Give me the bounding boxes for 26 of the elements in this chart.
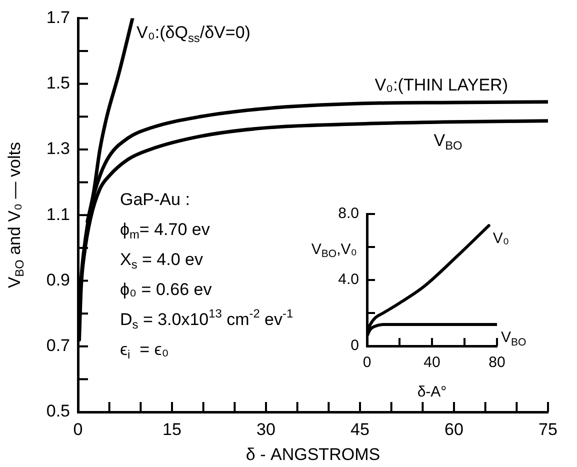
y-tick-label: 8.0 [338, 205, 359, 222]
x-tick-label: 45 [350, 420, 370, 439]
y-tick-label: 0.7 [46, 336, 70, 356]
y-tick-label: 0.9 [46, 270, 70, 290]
y-tick-label: 0 [350, 337, 359, 354]
series-label: V₀:(THIN LAYER) [374, 75, 508, 94]
y-axis-title: VBO and V₀ — volts [4, 142, 27, 288]
y-tick-label: 1.7 [46, 8, 70, 27]
y-tick-label: 4.0 [338, 271, 359, 288]
x-tick-label: 30 [256, 420, 276, 439]
y-tick-label: 1.3 [46, 139, 70, 158]
x-tick-label: 40 [424, 354, 440, 372]
annotation: ϕ₀ = 0.66 ev [120, 280, 212, 299]
y-tick-label: 0.5 [46, 402, 70, 421]
x-axis-title: δ-A° [417, 384, 447, 401]
annotation: GaP-Au : [120, 190, 190, 209]
x-tick-label: 75 [538, 420, 558, 439]
x-tick-label: 60 [444, 420, 464, 439]
y-tick-label: 1.1 [46, 204, 70, 224]
x-axis-title: δ - ANGSTROMS [246, 444, 380, 464]
y-tick-label: 1.5 [46, 74, 70, 93]
x-tick-label: 80 [488, 354, 506, 372]
series-label: V₀ [492, 230, 510, 248]
x-tick-label: 15 [162, 420, 182, 439]
x-tick-label: 0 [73, 420, 83, 439]
x-tick-label: 0 [362, 354, 372, 372]
